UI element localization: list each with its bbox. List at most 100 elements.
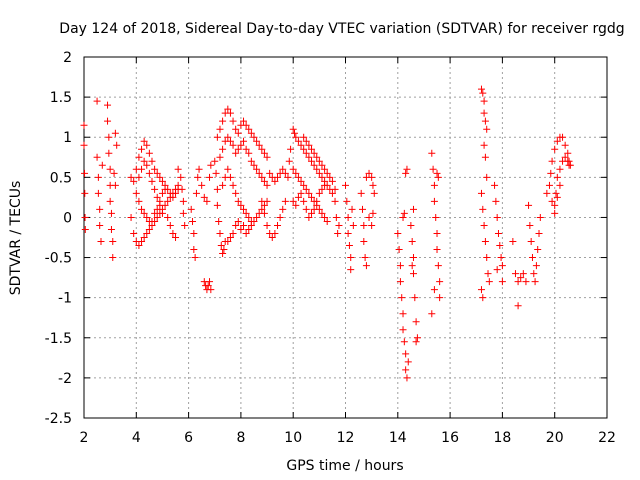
data-point xyxy=(207,286,215,294)
data-point xyxy=(313,153,321,161)
data-point xyxy=(97,238,105,246)
data-point xyxy=(408,238,416,246)
data-point xyxy=(96,205,104,213)
data-point xyxy=(229,141,237,149)
data-point xyxy=(328,189,336,197)
data-point xyxy=(179,197,187,205)
data-point xyxy=(113,141,121,149)
data-point xyxy=(477,286,485,294)
data-point xyxy=(428,149,436,157)
data-point xyxy=(263,221,271,229)
data-point xyxy=(250,161,258,169)
data-point xyxy=(237,201,245,209)
data-point xyxy=(318,209,326,217)
data-point xyxy=(234,129,242,137)
x-tick-label: 22 xyxy=(598,430,616,446)
data-point xyxy=(187,205,195,213)
data-point xyxy=(308,157,316,165)
data-point xyxy=(481,117,489,125)
data-point xyxy=(211,157,219,165)
data-point xyxy=(285,157,293,165)
data-point xyxy=(226,137,234,145)
data-point xyxy=(342,181,349,189)
data-point xyxy=(153,213,161,221)
data-point xyxy=(480,221,488,229)
data-point xyxy=(543,189,551,197)
data-point xyxy=(407,221,415,229)
data-point xyxy=(151,209,159,217)
data-point xyxy=(191,254,199,262)
data-point xyxy=(412,318,420,326)
data-point xyxy=(81,213,89,221)
data-point xyxy=(213,133,221,141)
data-point xyxy=(224,165,232,173)
data-point xyxy=(94,189,102,197)
data-point xyxy=(517,274,525,282)
data-point xyxy=(109,254,117,262)
data-point xyxy=(553,173,561,181)
x-tick-label: 8 xyxy=(236,430,245,446)
x-tick-label: 2 xyxy=(80,430,89,446)
data-point xyxy=(105,149,113,157)
data-point xyxy=(258,197,266,205)
data-point xyxy=(204,282,212,290)
data-point xyxy=(206,278,214,286)
data-point xyxy=(429,165,437,173)
data-point xyxy=(145,225,153,233)
data-point xyxy=(216,153,224,161)
data-point xyxy=(514,302,522,310)
data-point xyxy=(242,229,250,237)
data-point xyxy=(548,197,556,205)
data-point xyxy=(326,173,334,181)
data-point xyxy=(349,221,357,229)
data-point xyxy=(564,149,572,157)
data-point xyxy=(148,177,156,185)
data-point xyxy=(297,189,305,197)
data-point xyxy=(247,221,255,229)
data-point xyxy=(260,201,268,209)
data-point xyxy=(519,270,527,278)
data-point xyxy=(143,141,151,149)
data-point xyxy=(94,173,102,181)
data-point xyxy=(433,229,441,237)
data-point xyxy=(111,129,119,137)
data-point xyxy=(479,89,487,97)
data-point xyxy=(399,213,407,221)
data-point xyxy=(300,145,308,153)
data-point xyxy=(310,205,318,213)
data-point xyxy=(305,189,313,197)
data-point xyxy=(255,169,263,177)
data-point xyxy=(365,169,373,177)
data-point xyxy=(527,238,535,246)
data-point xyxy=(148,157,156,165)
data-point xyxy=(305,213,313,221)
data-point xyxy=(347,254,355,262)
data-point xyxy=(430,197,438,205)
data-point xyxy=(279,205,287,213)
y-tick-label: -0.5 xyxy=(45,251,72,267)
data-point xyxy=(242,121,250,129)
data-point xyxy=(335,221,343,229)
data-point xyxy=(271,177,279,185)
data-point xyxy=(434,173,442,181)
data-point xyxy=(253,137,261,145)
data-point xyxy=(219,181,227,189)
data-point xyxy=(135,173,143,181)
y-tick-label: -2.5 xyxy=(45,411,72,427)
data-point xyxy=(399,326,407,334)
data-point xyxy=(132,189,140,197)
data-point xyxy=(536,213,544,221)
data-point xyxy=(479,294,487,302)
x-tick-label: 4 xyxy=(132,430,141,446)
data-point xyxy=(294,137,302,145)
data-point xyxy=(318,161,326,169)
data-point xyxy=(151,185,159,193)
y-tick-label: -1 xyxy=(58,291,72,307)
data-point xyxy=(483,125,491,133)
data-point xyxy=(331,197,339,205)
data-point xyxy=(217,242,225,250)
data-point xyxy=(394,229,402,237)
data-point xyxy=(360,238,368,246)
axis-ticks: 2 4 6 8 10 12 14 16 18 20 22 -2.5 -2 -1.5 -1 -0.5 0 0.5 1 1… xyxy=(45,50,616,446)
data-point xyxy=(493,266,501,274)
